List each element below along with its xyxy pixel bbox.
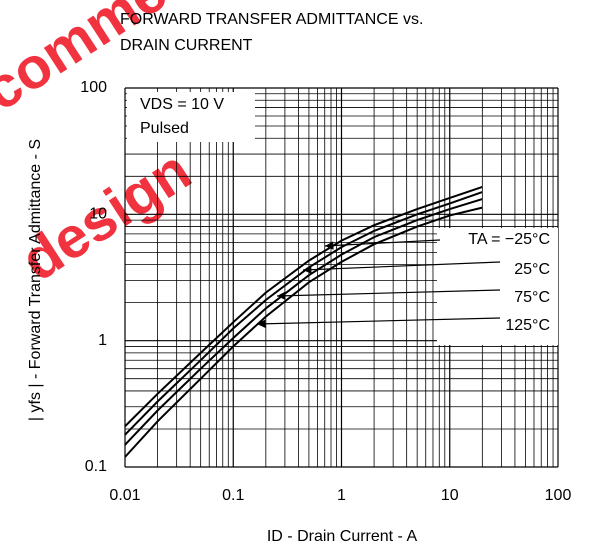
x-tick-label: 0.1 (222, 487, 244, 504)
y-axis-label: | yfs | - Forward Transfer Admittance - … (27, 139, 44, 421)
y-tick-label: 10 (89, 206, 107, 223)
legend-arrow (256, 317, 501, 328)
x-axis-label: ID - Drain Current - A (267, 528, 418, 545)
series-line (124, 191, 483, 436)
legend-box (437, 228, 558, 345)
x-tick-label: 0.01 (109, 487, 140, 504)
chart-title: FORWARD TRANSFER ADMITTANCE vs. DRAIN CU… (120, 11, 428, 54)
legend-arrow (302, 261, 501, 274)
y-tick-label: 0.1 (85, 458, 107, 475)
x-tick-label: 10 (441, 487, 459, 504)
series-line (124, 206, 483, 458)
annotation-box (127, 92, 255, 142)
x-tick-label: 100 (545, 487, 572, 504)
legend-label: 125°C (505, 317, 550, 334)
y-tick-label: 1 (98, 332, 107, 349)
annotation: Pulsed (140, 120, 189, 137)
annotation: VDS = 10 V (140, 96, 224, 113)
legend-label: TA = −25°C (468, 231, 550, 248)
y-tick-label: 100 (80, 79, 107, 96)
legend-arrow (276, 289, 501, 300)
series-line (124, 185, 483, 428)
legend-label: 25°C (514, 261, 550, 278)
x-tick-label: 1 (337, 487, 346, 504)
legend-label: 75°C (514, 289, 550, 306)
series-line (124, 198, 483, 446)
legend-arrow (324, 239, 441, 250)
